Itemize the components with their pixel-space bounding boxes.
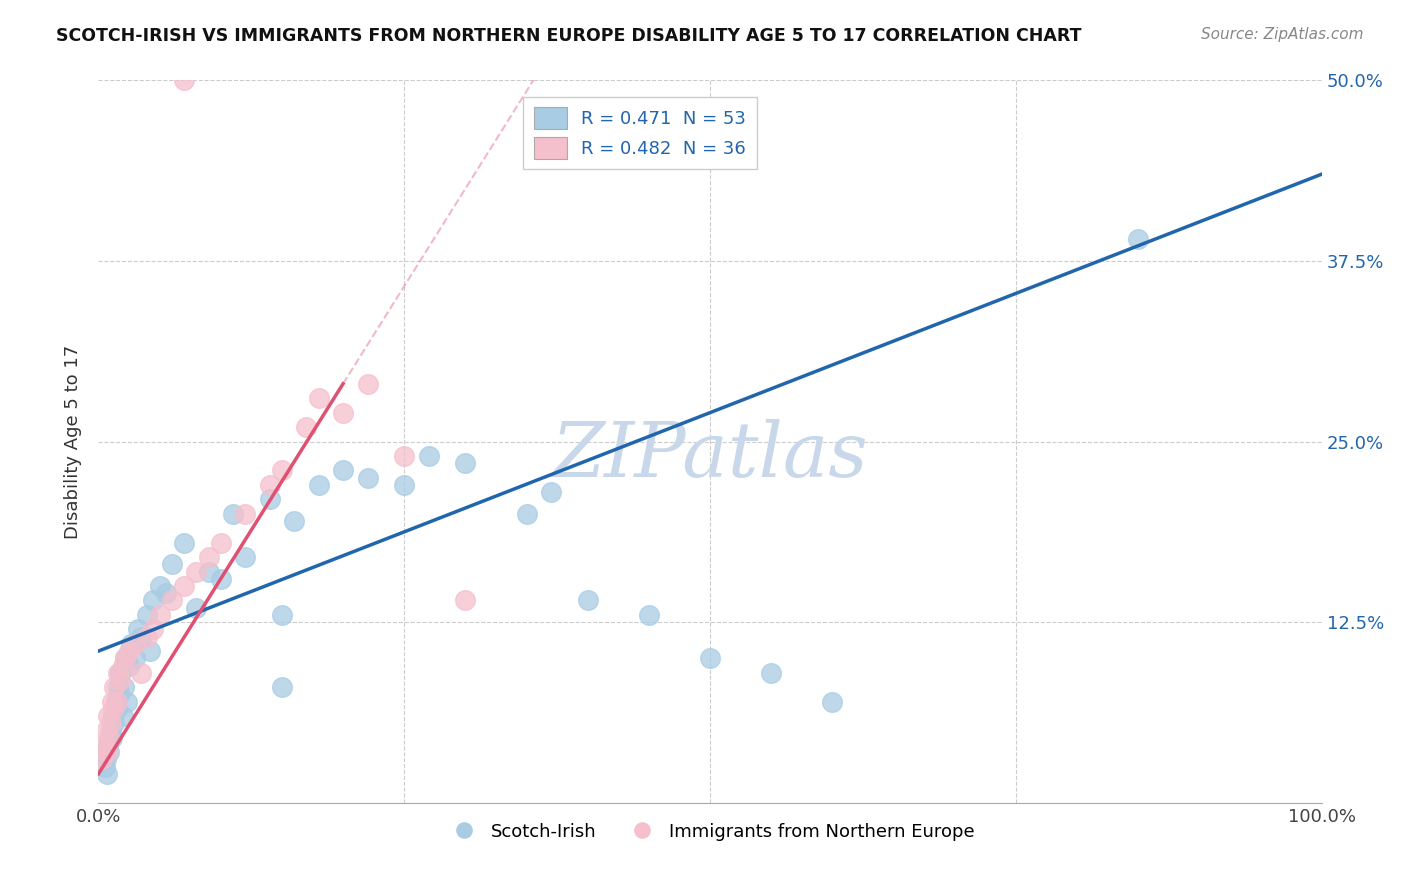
Point bbox=[516, 507, 538, 521]
Point bbox=[637, 607, 661, 622]
Point bbox=[356, 376, 378, 391]
Point bbox=[270, 607, 294, 622]
Text: ZIPatlas: ZIPatlas bbox=[551, 419, 869, 493]
Point bbox=[110, 665, 132, 680]
Point bbox=[392, 449, 416, 463]
Point bbox=[149, 607, 172, 622]
Point bbox=[115, 695, 138, 709]
Point bbox=[209, 535, 232, 549]
Point bbox=[101, 709, 124, 723]
Point bbox=[94, 752, 117, 766]
Point bbox=[97, 738, 120, 752]
Point bbox=[91, 752, 114, 766]
Point bbox=[160, 593, 183, 607]
Point bbox=[105, 702, 128, 716]
Point bbox=[101, 695, 124, 709]
Point bbox=[454, 456, 477, 470]
Point bbox=[136, 630, 159, 644]
Point bbox=[233, 550, 256, 565]
Point bbox=[699, 651, 721, 665]
Point bbox=[308, 391, 330, 405]
Point bbox=[270, 680, 294, 694]
Text: SCOTCH-IRISH VS IMMIGRANTS FROM NORTHERN EUROPE DISABILITY AGE 5 TO 17 CORRELATI: SCOTCH-IRISH VS IMMIGRANTS FROM NORTHERN… bbox=[56, 27, 1081, 45]
Text: Source: ZipAtlas.com: Source: ZipAtlas.com bbox=[1201, 27, 1364, 42]
Point bbox=[197, 550, 219, 565]
Point bbox=[103, 680, 125, 694]
Point bbox=[233, 507, 256, 521]
Point bbox=[112, 680, 135, 694]
Point bbox=[295, 420, 318, 434]
Point bbox=[540, 485, 562, 500]
Point bbox=[100, 716, 122, 731]
Point bbox=[110, 673, 132, 687]
Point bbox=[283, 514, 305, 528]
Point bbox=[100, 723, 122, 738]
Point bbox=[108, 687, 131, 701]
Point bbox=[105, 695, 128, 709]
Point bbox=[155, 586, 177, 600]
Point bbox=[392, 478, 416, 492]
Point bbox=[104, 695, 127, 709]
Point bbox=[124, 637, 146, 651]
Point bbox=[142, 593, 165, 607]
Point bbox=[94, 723, 117, 738]
Point bbox=[107, 665, 129, 680]
Point bbox=[186, 565, 208, 579]
Point bbox=[129, 665, 152, 680]
Point bbox=[160, 558, 183, 572]
Point bbox=[332, 406, 354, 420]
Legend: Scotch-Irish, Immigrants from Northern Europe: Scotch-Irish, Immigrants from Northern E… bbox=[439, 815, 981, 848]
Point bbox=[96, 745, 118, 759]
Point bbox=[761, 665, 783, 680]
Point bbox=[98, 745, 121, 759]
Point bbox=[139, 644, 162, 658]
Point bbox=[127, 623, 149, 637]
Point bbox=[136, 607, 159, 622]
Point bbox=[259, 478, 281, 492]
Point bbox=[97, 709, 120, 723]
Point bbox=[356, 471, 378, 485]
Point bbox=[197, 565, 219, 579]
Point bbox=[101, 702, 124, 716]
Point bbox=[118, 658, 141, 673]
Point bbox=[209, 572, 232, 586]
Point bbox=[93, 760, 115, 774]
Point bbox=[173, 73, 195, 87]
Point bbox=[576, 593, 599, 607]
Point bbox=[114, 651, 136, 665]
Point bbox=[821, 695, 844, 709]
Point bbox=[114, 651, 136, 665]
Point bbox=[454, 593, 477, 607]
Point bbox=[124, 651, 146, 665]
Point bbox=[259, 492, 281, 507]
Point bbox=[93, 738, 115, 752]
Point bbox=[111, 709, 134, 723]
Point bbox=[118, 644, 141, 658]
Y-axis label: Disability Age 5 to 17: Disability Age 5 to 17 bbox=[65, 344, 83, 539]
Point bbox=[96, 767, 118, 781]
Point bbox=[332, 463, 354, 477]
Point bbox=[129, 630, 152, 644]
Point bbox=[173, 535, 195, 549]
Point bbox=[107, 680, 129, 694]
Point bbox=[120, 637, 142, 651]
Point bbox=[1128, 232, 1150, 246]
Point bbox=[418, 449, 440, 463]
Point bbox=[142, 623, 165, 637]
Point bbox=[270, 463, 294, 477]
Point bbox=[111, 658, 134, 673]
Point bbox=[173, 579, 195, 593]
Point bbox=[186, 600, 208, 615]
Point bbox=[103, 716, 125, 731]
Point bbox=[222, 507, 245, 521]
Point bbox=[149, 579, 172, 593]
Point bbox=[98, 731, 121, 745]
Point bbox=[101, 731, 124, 745]
Point bbox=[308, 478, 330, 492]
